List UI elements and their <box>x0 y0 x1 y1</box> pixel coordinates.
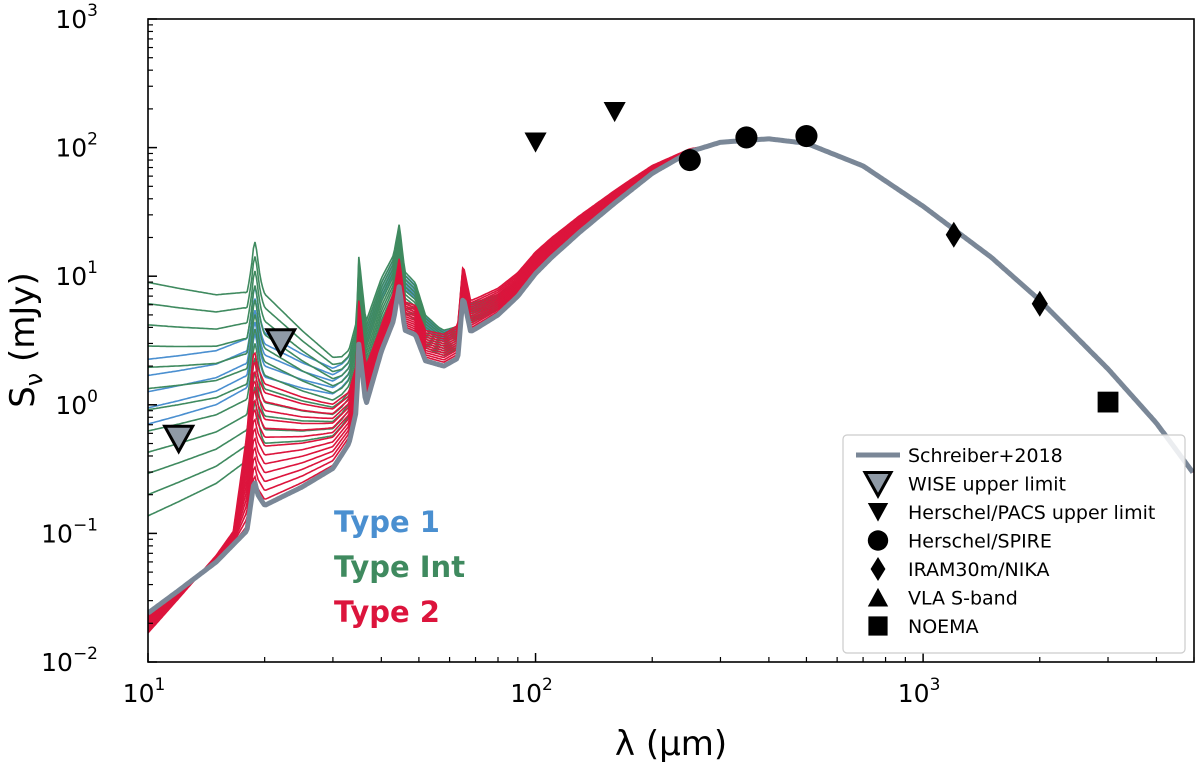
herschel-pacs-upper-limit-point <box>524 132 547 153</box>
reference-model <box>148 136 1194 616</box>
legend-marker-noema <box>868 616 888 636</box>
legend: Schreiber+2018 WISE upper limit Herschel/P… <box>842 434 1186 654</box>
type-int-label: Type Int <box>334 550 465 584</box>
legend-label-schreiber-2018: Schreiber+2018 <box>908 445 1063 467</box>
herschel-spire-point <box>735 126 758 149</box>
herschel-spire-point <box>678 149 701 172</box>
wise-upper-limit-point <box>264 328 298 358</box>
noema-point <box>1097 391 1119 413</box>
legend-label-wise-upper-limit: WISE upper limit <box>908 474 1066 496</box>
legend-label-vla-s-band: VLA S-band <box>908 588 1018 610</box>
legend-label-noema: NOEMA <box>908 616 979 638</box>
legend-label-herschel-pacs-upper-limit: Herschel/PACS upper limit <box>908 502 1155 524</box>
legend-marker-wise-upper-limit <box>862 470 894 499</box>
legend-marker-herschel-spire <box>867 530 889 551</box>
type-1-label: Type 1 <box>334 505 440 539</box>
legend-box <box>842 434 1186 654</box>
herschel-spire-point <box>795 124 818 148</box>
y-axis-label: Sν (mJy) <box>3 272 48 408</box>
plot-frame <box>147 18 1195 663</box>
herschel-pacs-upper-limit-point <box>603 102 626 123</box>
legend-marker-herschel-pacs-upper-limit <box>867 503 889 522</box>
legend-label-iram30m-nika: IRAM30m/NIKA <box>908 559 1049 581</box>
model-family-labels: Type 1 Type Int Type 2 <box>334 505 465 629</box>
legend-marker-iram30m-nika <box>870 557 886 581</box>
photometry-points <box>162 102 1119 455</box>
legend-marker-vla-s-band <box>867 587 889 607</box>
iram30m-nika-point <box>1031 290 1048 317</box>
iram30m-nika-point <box>945 221 962 248</box>
x-axis-label: λ (μm) <box>615 724 727 764</box>
type-2-label: Type 2 <box>334 595 440 629</box>
schreiber-2018-curve <box>148 136 1194 616</box>
wise-upper-limit-point <box>162 424 196 455</box>
legend-label-herschel-spire: Herschel/SPIRE <box>908 531 1052 553</box>
